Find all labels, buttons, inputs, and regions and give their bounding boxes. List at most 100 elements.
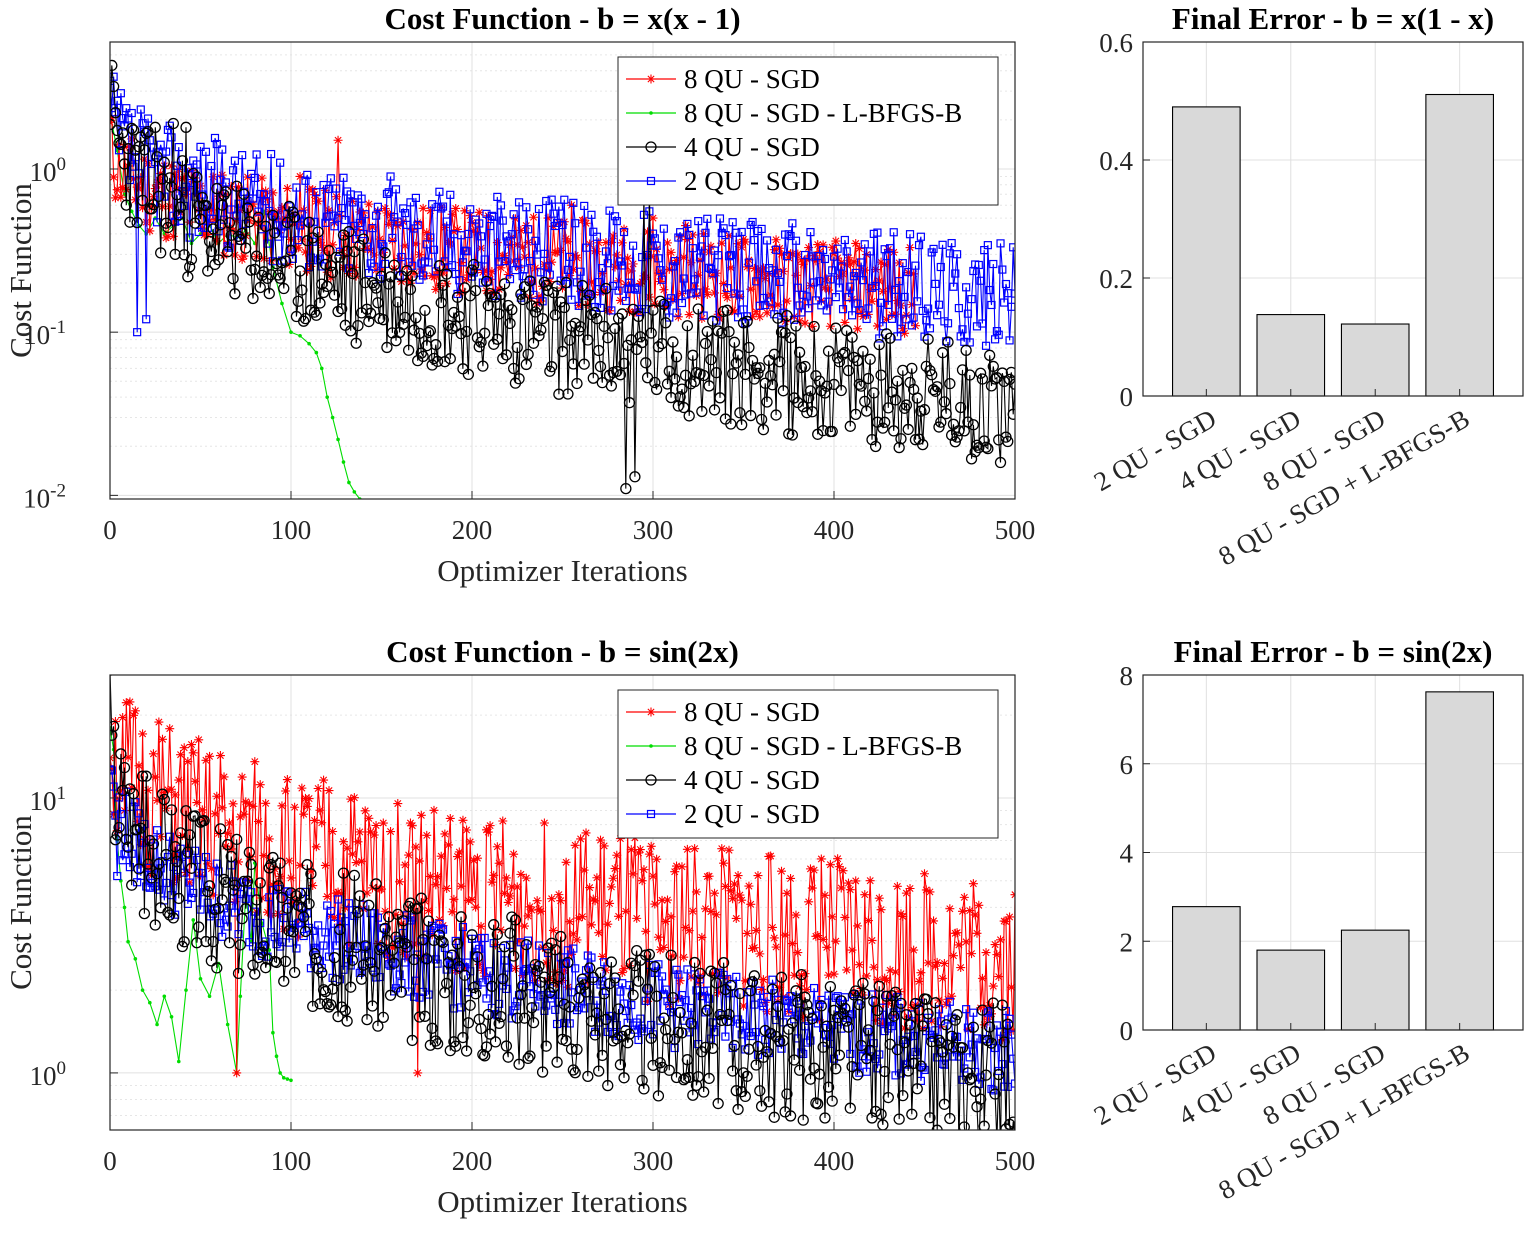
data-point (631, 343, 643, 356)
data-point (545, 937, 558, 949)
data-point (922, 1008, 934, 1020)
data-point (244, 799, 254, 809)
data-point (606, 237, 616, 247)
data-point (701, 325, 713, 338)
y-axis-label: Cost Function (3, 815, 38, 990)
data-point (527, 1016, 540, 1029)
data-point (168, 877, 178, 887)
data-point (741, 1070, 753, 1082)
data-point (902, 1065, 914, 1077)
data-point (165, 201, 175, 211)
data-point (969, 1008, 978, 1017)
data-point (358, 208, 368, 218)
data-point (339, 965, 348, 974)
data-point (567, 200, 577, 210)
data-point (638, 1083, 650, 1095)
data-point (857, 345, 869, 357)
data-point (454, 847, 464, 857)
data-point (493, 1017, 505, 1029)
data-point (225, 850, 237, 863)
data-point (445, 813, 455, 823)
data-point (891, 285, 900, 294)
data-point (433, 260, 446, 272)
data-point (962, 283, 971, 292)
data-point (954, 1140, 964, 1150)
data-point (396, 919, 406, 929)
data-point (1002, 1018, 1014, 1030)
data-point (631, 944, 643, 957)
data-point (887, 314, 897, 323)
data-point (992, 950, 1002, 960)
data-point (797, 308, 806, 317)
data-point (960, 344, 972, 356)
data-point (835, 384, 847, 397)
data-point (152, 795, 162, 805)
data-point (375, 234, 385, 244)
data-point (1002, 435, 1014, 448)
data-point (116, 786, 126, 796)
data-point (165, 804, 178, 816)
data-point (536, 296, 546, 306)
data-point (840, 317, 850, 327)
data-point (455, 276, 464, 285)
data-point (185, 253, 198, 266)
data-point (156, 168, 166, 178)
legend-label: 8 QU - SGD (684, 64, 820, 94)
data-point (974, 900, 984, 910)
data-point (679, 274, 688, 283)
data-point (909, 997, 922, 1010)
data-point (793, 1064, 806, 1076)
data-point (759, 1002, 768, 1011)
data-point (820, 283, 830, 293)
data-point (555, 296, 567, 308)
data-point (860, 265, 870, 275)
data-point (163, 785, 173, 795)
data-point (945, 904, 955, 914)
data-point (170, 170, 180, 180)
data-point (315, 254, 325, 263)
data-point (811, 256, 821, 266)
data-point (954, 940, 964, 950)
data-point (909, 313, 918, 322)
data-point (892, 296, 902, 306)
data-point (328, 289, 341, 301)
data-point (1001, 279, 1011, 289)
data-point (977, 973, 987, 983)
data-point (648, 871, 658, 881)
data-point (679, 369, 692, 381)
data-point (853, 999, 865, 1011)
data-point (363, 899, 375, 911)
data-point (510, 214, 520, 224)
data-point (825, 321, 835, 331)
data-point (453, 960, 465, 973)
data-point (294, 887, 306, 899)
data-point (168, 231, 178, 241)
data-point (924, 1112, 936, 1124)
data-point (153, 190, 165, 203)
data-point (758, 263, 768, 273)
data-point (621, 296, 630, 306)
data-point (390, 931, 402, 943)
data-point (160, 192, 169, 201)
data-point (596, 835, 606, 845)
data-point (784, 331, 797, 344)
data-point (218, 873, 230, 886)
data-point (232, 967, 245, 980)
data-point (927, 383, 940, 396)
data-point (370, 282, 382, 294)
data-point (855, 380, 867, 392)
data-point (900, 292, 909, 302)
data-point (911, 1083, 923, 1095)
data-point (368, 224, 377, 233)
data-point (726, 1065, 739, 1077)
data-point (471, 951, 484, 963)
data-point (299, 809, 309, 819)
data-point (391, 185, 401, 194)
data-point (781, 1088, 793, 1100)
data-point (352, 490, 357, 494)
data-point (958, 1121, 970, 1130)
data-point (191, 918, 196, 922)
data-point (119, 142, 129, 152)
data-point (419, 1010, 431, 1022)
data-point (281, 216, 291, 226)
